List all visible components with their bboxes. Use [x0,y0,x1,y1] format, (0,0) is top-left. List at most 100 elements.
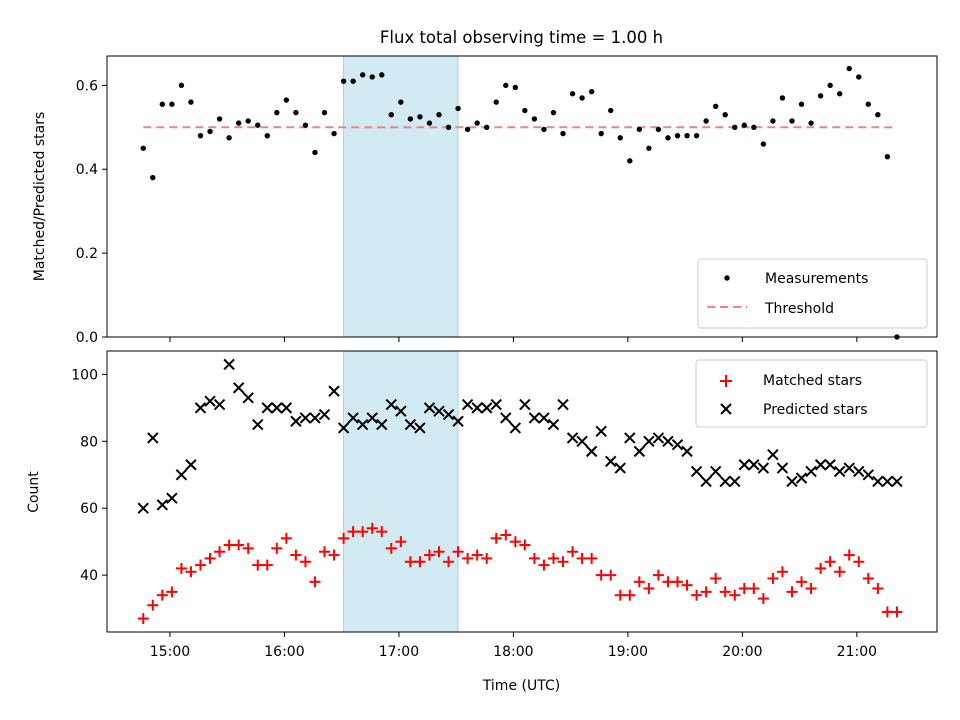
measurement-point [293,109,299,116]
measurement-point [140,145,146,151]
matched-point [796,576,808,588]
predicted-point [509,422,522,434]
matched-point [223,539,235,551]
matched-point [815,562,827,574]
x-axis-label: Time (UTC) [482,678,560,694]
predicted-point [767,448,779,461]
matched-point [519,539,531,551]
predicted-point [853,465,865,478]
measurement-point [159,101,166,107]
measurement-point [608,107,614,114]
measurement-point [331,130,337,137]
matched-point [347,526,359,538]
matched-point [805,583,817,595]
predicted-point [356,418,369,431]
measurement-point [274,109,280,116]
matched-point [214,546,226,558]
matched-point [328,549,340,561]
predicted-point [557,398,569,411]
matched-point [309,576,321,588]
top-y-axis-label: Matched/Predicted stars [32,112,48,282]
matched-point [166,586,178,598]
matched-point [643,583,655,595]
measurement-point [178,82,185,89]
predicted-point [814,459,827,471]
predicted-point [805,465,817,478]
predicted-point [223,358,235,371]
measurement-point [455,105,461,112]
predicted-point [671,438,684,451]
matched-point [252,559,264,571]
measurement-point [464,126,471,133]
matched-point [614,589,626,601]
matched-point [471,549,483,561]
top-axes-frame [106,55,938,338]
matched-point [280,532,292,544]
top-ytick-label: 0.2 [76,246,98,262]
matched-point [233,539,245,551]
predicted-point [748,459,760,471]
legend-threshold-label: Threshold [764,301,834,317]
measurement-point [674,132,681,139]
measurement-point [693,132,700,139]
matched-point [147,599,159,611]
predicted-point [385,398,398,411]
measurement-point [503,82,509,89]
matched-point [652,569,664,581]
measurement-point [684,132,690,139]
predicted-point [709,465,722,478]
matched-point [557,556,569,568]
predicted-point [376,418,388,431]
predicted-point [786,475,798,488]
predicted-point [862,469,875,481]
measurement-point [207,128,213,135]
predicted-point [690,465,703,478]
predicted-point [585,445,598,458]
measurement-point [445,124,452,130]
predicted-point [643,435,655,448]
predicted-point [881,475,894,488]
predicted-point [528,412,541,424]
measurement-point [197,132,204,139]
matched-point [891,606,903,618]
top-ytick-label: 0.4 [76,162,98,178]
matched-point [204,552,216,564]
predicted-point [433,405,445,417]
matched-point [500,529,512,541]
matched-point [290,549,302,561]
bottom-ytick-label: 40 [80,568,98,584]
matched-point [624,589,636,601]
matched-point [662,576,674,588]
matched-point [299,556,311,568]
measurement-point [522,107,528,114]
predicted-point [395,405,407,417]
predicted-point [194,402,207,414]
measurement-point [732,124,738,130]
legend-measurements-label: Measurements [765,271,868,287]
measurement-point [426,120,433,126]
matched-point [156,589,168,601]
matched-point [729,589,741,601]
predicted-point [328,385,340,397]
measurement-point [741,122,747,128]
measurement-point [588,88,595,95]
measurement-point [321,109,328,116]
measurement-point [417,114,423,120]
predicted-point [261,402,273,414]
matched-point [443,556,455,568]
predicted-point [681,445,693,458]
matched-point [538,559,550,571]
measurement-point [646,145,652,151]
matched-point [605,569,617,581]
xtick-label: 20:00 [722,644,762,660]
predicted-point [614,462,626,474]
predicted-point [872,475,884,488]
predicted-point [519,398,531,411]
predicted-point [700,475,712,488]
measurement-point [188,99,194,105]
predicted-point [719,475,731,488]
matched-point [319,546,331,558]
measurement-point [407,116,414,122]
measurement-point [655,126,662,133]
measurement-point [369,74,375,80]
